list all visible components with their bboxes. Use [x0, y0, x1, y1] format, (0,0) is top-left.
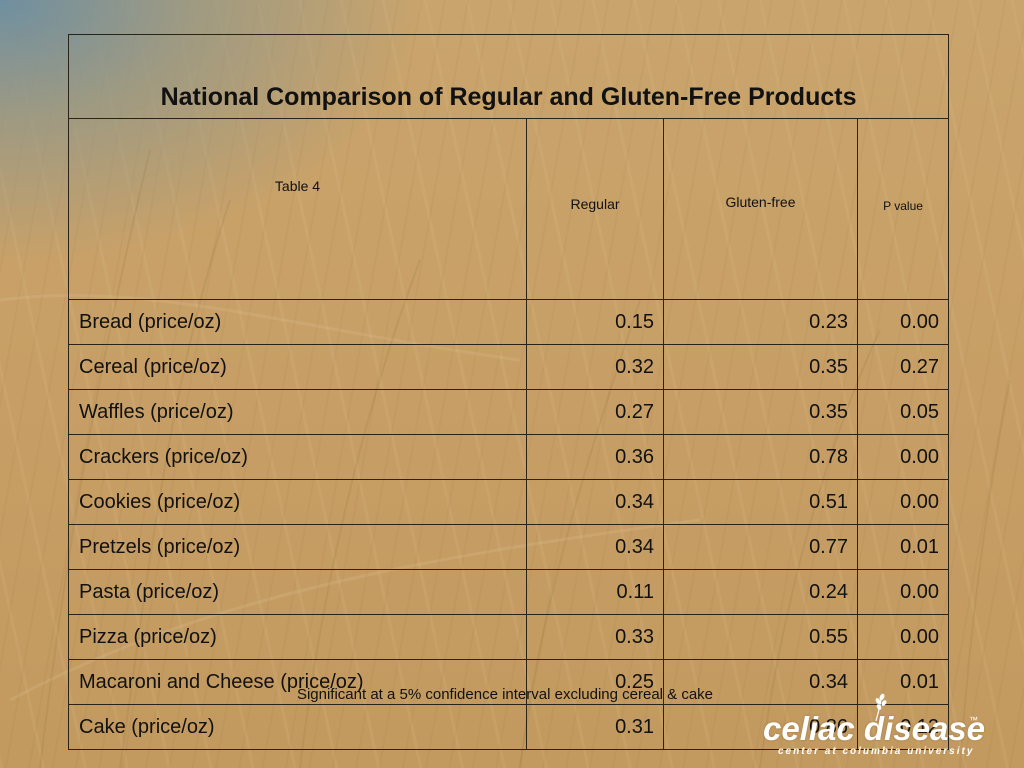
- p-value-cell: 0.00: [856, 299, 950, 345]
- table-row: Crackers (price/oz) 0.36 0.78 0.00: [68, 434, 950, 480]
- column-header-regular: Regular: [526, 118, 664, 300]
- wheat-icon: [875, 693, 887, 721]
- regular-price-cell: 0.31: [526, 704, 664, 750]
- p-value-cell: 0.05: [856, 389, 950, 435]
- table-row: Pasta (price/oz) 0.11 0.24 0.00: [68, 569, 950, 615]
- logo-main-text: celiac disease: [763, 710, 986, 747]
- gluten-free-price-cell: 0.34: [663, 659, 858, 705]
- gluten-free-price-cell: 0.35: [663, 389, 858, 435]
- product-name-cell: Pasta (price/oz): [68, 569, 527, 615]
- title-row: National Comparison of Regular and Glute…: [67, 34, 950, 119]
- regular-price-cell: 0.32: [526, 344, 664, 390]
- p-value-cell: 0.00: [856, 569, 950, 615]
- product-name-cell: Macaroni and Cheese (price/oz): [68, 659, 527, 705]
- p-value-cell: 0.01: [856, 659, 950, 705]
- regular-price-cell: 0.15: [526, 299, 664, 345]
- table-row: Pretzels (price/oz) 0.34 0.77 0.01: [68, 524, 950, 570]
- footnote: Significant at a 5% confidence interval …: [296, 686, 714, 703]
- product-name-cell: Waffles (price/oz): [68, 389, 527, 435]
- regular-price-cell: 0.27: [526, 389, 664, 435]
- product-name-cell: Cookies (price/oz): [68, 479, 527, 525]
- table-row: Waffles (price/oz) 0.27 0.35 0.05: [68, 389, 950, 435]
- regular-price-cell: 0.36: [526, 434, 664, 480]
- column-header-p-value: P value: [856, 118, 950, 300]
- gluten-free-price-cell: 0.86: [663, 704, 858, 750]
- table-row: Pizza (price/oz) 0.33 0.55 0.00: [68, 614, 950, 660]
- product-name-cell: Pizza (price/oz): [68, 614, 527, 660]
- logo-subtitle: center at columbia university: [778, 746, 975, 757]
- table-row: Macaroni and Cheese (price/oz) 0.25 0.34 0.…: [68, 659, 950, 705]
- p-value-cell: 0.00: [856, 479, 950, 525]
- gluten-free-price-cell: 0.55: [663, 614, 858, 660]
- gluten-free-price-cell: 0.78: [663, 434, 858, 480]
- product-name-cell: Cake (price/oz): [68, 704, 527, 750]
- product-name-cell: Bread (price/oz): [68, 299, 527, 345]
- regular-price-cell: 0.33: [526, 614, 664, 660]
- product-name-cell: Cereal (price/oz): [68, 344, 527, 390]
- gluten-free-price-cell: 0.23: [663, 299, 858, 345]
- comparison-table-container: National Comparison of Regular and Glute…: [67, 34, 950, 750]
- product-name-cell: Pretzels (price/oz): [68, 524, 527, 570]
- table-number-label: Table 4: [68, 118, 527, 300]
- gluten-free-price-cell: 0.51: [663, 479, 858, 525]
- gluten-free-price-cell: 0.77: [663, 524, 858, 570]
- p-value-cell: 0.01: [856, 524, 950, 570]
- gluten-free-price-cell: 0.35: [663, 344, 858, 390]
- p-value-cell: 0.12: [856, 704, 950, 750]
- header-row: Table 4 Regular Gluten-free P value: [68, 118, 950, 300]
- product-name-cell: Crackers (price/oz): [68, 434, 527, 480]
- table-body: Bread (price/oz) 0.15 0.23 0.00 Cereal (pric…: [68, 299, 950, 750]
- table-row: Cereal (price/oz) 0.32 0.35 0.27: [68, 344, 950, 390]
- table-row: Cookies (price/oz) 0.34 0.51 0.00: [68, 479, 950, 525]
- column-header-gluten-free: Gluten-free: [663, 118, 858, 300]
- table-row: Cake (price/oz) 0.31 0.86 0.12: [68, 704, 950, 750]
- regular-price-cell: 0.34: [526, 479, 664, 525]
- table-title: National Comparison of Regular and Glute…: [67, 34, 950, 119]
- regular-price-cell: 0.34: [526, 524, 664, 570]
- p-value-cell: 0.00: [856, 434, 950, 480]
- regular-price-cell: 0.11: [526, 569, 664, 615]
- comparison-table: National Comparison of Regular and Glute…: [67, 34, 950, 750]
- p-value-cell: 0.00: [856, 614, 950, 660]
- celiac-disease-center-logo: celiac disease ™ center at columbia univ…: [760, 693, 1000, 763]
- logo-trademark: ™: [969, 715, 978, 725]
- table-row: Bread (price/oz) 0.15 0.23 0.00: [68, 299, 950, 345]
- gluten-free-price-cell: 0.24: [663, 569, 858, 615]
- p-value-cell: 0.27: [856, 344, 950, 390]
